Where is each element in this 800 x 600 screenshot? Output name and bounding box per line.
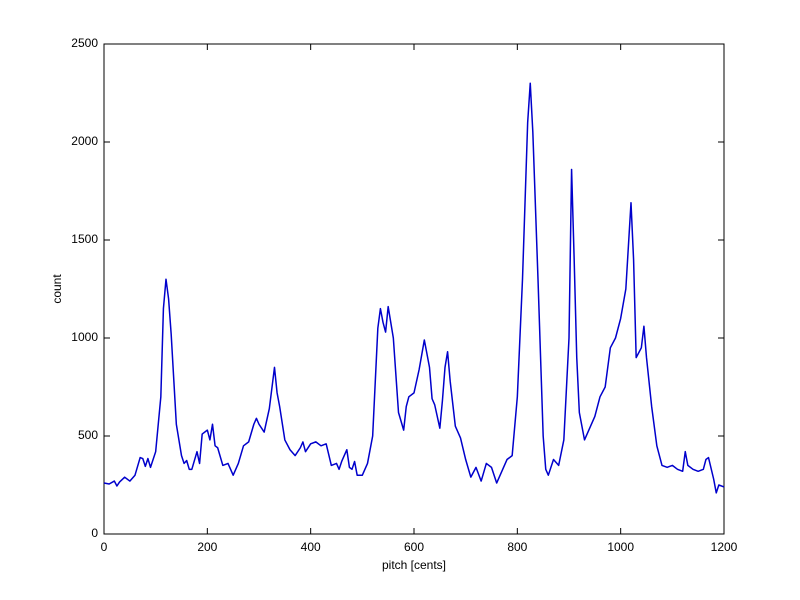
x-tick-label: 400 xyxy=(301,540,321,554)
y-axis-label: count xyxy=(50,274,64,304)
x-tick-label: 800 xyxy=(507,540,527,554)
y-tick-label: 1000 xyxy=(71,330,98,344)
y-tick-label: 2500 xyxy=(71,36,98,50)
x-tick-label: 1200 xyxy=(711,540,738,554)
y-tick-label: 2000 xyxy=(71,134,98,148)
x-tick-label: 200 xyxy=(197,540,217,554)
data-line xyxy=(103,82,725,494)
x-tick-label: 600 xyxy=(404,540,424,554)
x-tick-label: 0 xyxy=(101,540,108,554)
x-axis-label: pitch [cents] xyxy=(382,558,446,572)
x-tick-label: 1000 xyxy=(607,540,634,554)
y-tick-label: 1500 xyxy=(71,232,98,246)
plot-frame xyxy=(103,43,725,535)
y-tick-label: 0 xyxy=(91,526,98,540)
y-tick-label: 500 xyxy=(78,428,98,442)
